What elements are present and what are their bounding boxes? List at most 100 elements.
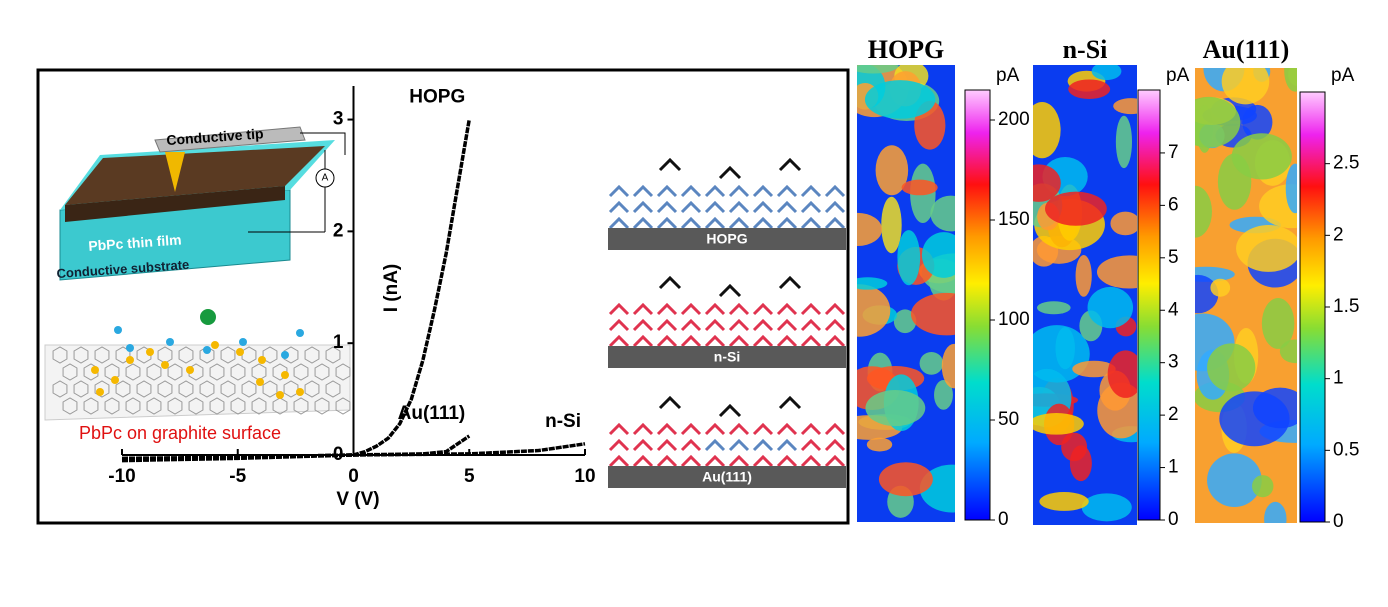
substrate — [608, 466, 846, 488]
hexagon — [52, 346, 68, 364]
atom — [236, 348, 244, 356]
colorbar-tick-label: 2 — [1333, 224, 1344, 245]
colorbar-tick-label: 7 — [1168, 142, 1179, 163]
hexagon — [304, 380, 320, 398]
hexagon — [262, 346, 278, 364]
hexagon — [220, 346, 236, 364]
current-map — [857, 65, 955, 522]
map-blob — [1261, 298, 1295, 349]
atom — [166, 338, 174, 346]
atom — [114, 326, 122, 334]
hexagon — [157, 380, 173, 398]
map-blob — [1107, 350, 1137, 398]
map-blob — [1113, 98, 1137, 115]
map-blob — [857, 212, 883, 247]
colorbar-tick-label: 1.5 — [1333, 296, 1359, 317]
hexagon — [283, 380, 299, 398]
map-texture — [1033, 65, 1137, 522]
molecule-chevron — [800, 454, 822, 468]
x-axis-label: V (V) — [336, 489, 379, 510]
atom — [256, 378, 264, 386]
molecule-chevron — [752, 438, 774, 452]
molecule-chevron — [752, 318, 774, 332]
colorbar-unit: pA — [996, 65, 1020, 86]
hexagon — [178, 346, 194, 364]
molecule-chevron — [680, 216, 702, 230]
molecule-chevron — [658, 157, 682, 172]
colorbar — [1137, 89, 1161, 521]
current-map — [1195, 68, 1297, 523]
molecule-chevron — [658, 275, 682, 290]
map-blob — [1252, 475, 1274, 498]
molecule-chevron — [680, 422, 702, 436]
map-blob — [1075, 255, 1092, 297]
molecule-chevron — [718, 283, 742, 298]
molecule-chevron — [776, 200, 798, 214]
molecule-chevron — [824, 216, 846, 230]
hexagon — [314, 397, 330, 415]
molecule-chevron — [608, 216, 630, 230]
colorbar-tick-label: 1 — [1168, 457, 1179, 478]
molecule-chevron — [800, 216, 822, 230]
series-label: Au(111) — [398, 403, 466, 424]
molecule-chevron — [632, 302, 654, 316]
molecule-chevron — [824, 200, 846, 214]
map-blob — [1285, 163, 1297, 214]
molecule-chevron — [608, 184, 630, 198]
y-axis-label: I (nA) — [381, 264, 402, 313]
substrate — [608, 228, 846, 250]
map-texture — [1195, 68, 1297, 523]
molecule-chevron — [824, 318, 846, 332]
molecule-chevron — [704, 422, 726, 436]
molecule-chevron — [680, 302, 702, 316]
hexagon — [220, 380, 236, 398]
map-blob — [893, 309, 917, 334]
ammeter-label: A — [322, 173, 329, 184]
molecule-chevron — [608, 422, 630, 436]
molecule-chevron — [776, 454, 798, 468]
map-title: Au(111) — [1203, 35, 1290, 64]
hexagon — [62, 397, 78, 415]
hexagon — [230, 397, 246, 415]
molecule-chevron — [800, 438, 822, 452]
map-blob — [864, 80, 936, 119]
molecule-chevron — [728, 454, 750, 468]
atom — [186, 366, 194, 374]
molecule-chevron — [658, 395, 682, 410]
molecule-chevron — [608, 438, 630, 452]
map-blob — [865, 389, 926, 427]
x-tick-label: 10 — [574, 466, 595, 487]
molecule-chevron — [752, 302, 774, 316]
x-tick-label: -10 — [108, 466, 135, 487]
molecule-chevron — [778, 275, 802, 290]
map-blob — [1236, 225, 1297, 272]
molecule-chevron — [656, 302, 678, 316]
map-title: n-Si — [1063, 35, 1108, 64]
molecule-chevron — [632, 422, 654, 436]
map-blob — [1284, 68, 1297, 92]
map-blob — [866, 437, 893, 452]
y-tick-label: 2 — [333, 220, 344, 241]
colorbar-tick-label: 1 — [1333, 368, 1344, 389]
hexagon — [125, 363, 141, 381]
molecule-chevron — [800, 302, 822, 316]
atom — [296, 388, 304, 396]
map-blob — [934, 380, 953, 410]
molecule-chevron — [752, 200, 774, 214]
y-tick-label: 0 — [333, 444, 344, 465]
molecule-chevron — [728, 438, 750, 452]
molecule-chevron — [752, 454, 774, 468]
molecule-chevron — [728, 184, 750, 198]
molecule-chevron — [704, 216, 726, 230]
series-label: HOPG — [409, 87, 465, 108]
map-blob — [1039, 492, 1089, 511]
schematic: Conductive tip A PbPc thin film Conducti… — [44, 125, 351, 443]
hexagon — [199, 346, 215, 364]
molecule-chevron — [656, 184, 678, 198]
molecule-chevron — [680, 184, 702, 198]
molecule-chevron — [632, 200, 654, 214]
molecule-chevron — [728, 422, 750, 436]
molecule-chevron — [752, 334, 774, 348]
map-blob — [857, 277, 888, 290]
